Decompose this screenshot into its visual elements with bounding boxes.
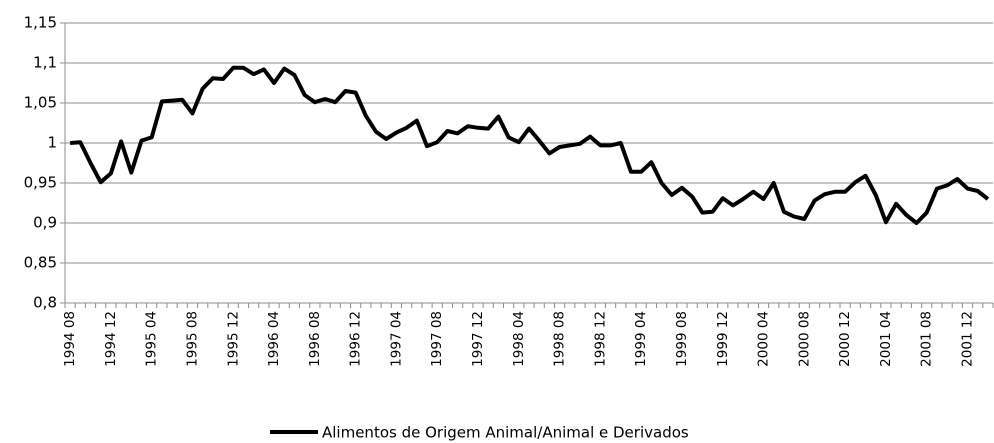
x-tick-label: 1998 08 <box>552 311 568 367</box>
y-tick-label: 1 <box>47 134 57 152</box>
x-tick-label: 1994 08 <box>62 311 78 367</box>
x-tick-label: 1997 12 <box>470 311 486 367</box>
x-tick-label: 1998 12 <box>592 311 608 367</box>
x-tick-label: 1999 08 <box>674 311 690 367</box>
legend-label: Alimentos de Origem Animal/Animal e Deri… <box>322 424 689 442</box>
x-tick-label: 1998 04 <box>511 311 527 367</box>
x-tick-label: 1995 04 <box>144 311 160 367</box>
series-line <box>69 65 990 225</box>
y-tick-label: 1,1 <box>33 54 57 72</box>
x-tick-label: 2000 08 <box>796 311 812 367</box>
x-tick-label: 1999 12 <box>715 311 731 367</box>
x-tick-label: 1994 12 <box>103 311 119 367</box>
x-tick-label: 1999 04 <box>633 311 649 367</box>
x-tick-label: 1995 12 <box>225 311 241 367</box>
x-tick-label: 1996 08 <box>307 311 323 367</box>
x-tick-label: 1997 08 <box>429 311 445 367</box>
x-tick-label: 2001 04 <box>878 311 894 367</box>
x-tick-label: 1997 04 <box>388 311 404 367</box>
y-tick-label: 1,05 <box>24 94 57 112</box>
y-tick-label: 0,9 <box>33 214 57 232</box>
x-tick-label: 1996 04 <box>266 311 282 367</box>
x-tick-label: 2000 12 <box>837 311 853 367</box>
x-tick-label: 2001 12 <box>960 311 976 367</box>
y-tick-label: 0,85 <box>24 254 57 272</box>
x-tick-label: 1995 08 <box>184 311 200 367</box>
y-tick-label: 1,15 <box>24 14 57 32</box>
y-tick-label: 0,95 <box>24 174 57 192</box>
y-tick-label: 0,8 <box>33 294 57 312</box>
x-tick-label: 2000 04 <box>756 311 772 367</box>
x-tick-label: 1996 12 <box>348 311 364 367</box>
x-tick-label: 2001 08 <box>919 311 935 367</box>
